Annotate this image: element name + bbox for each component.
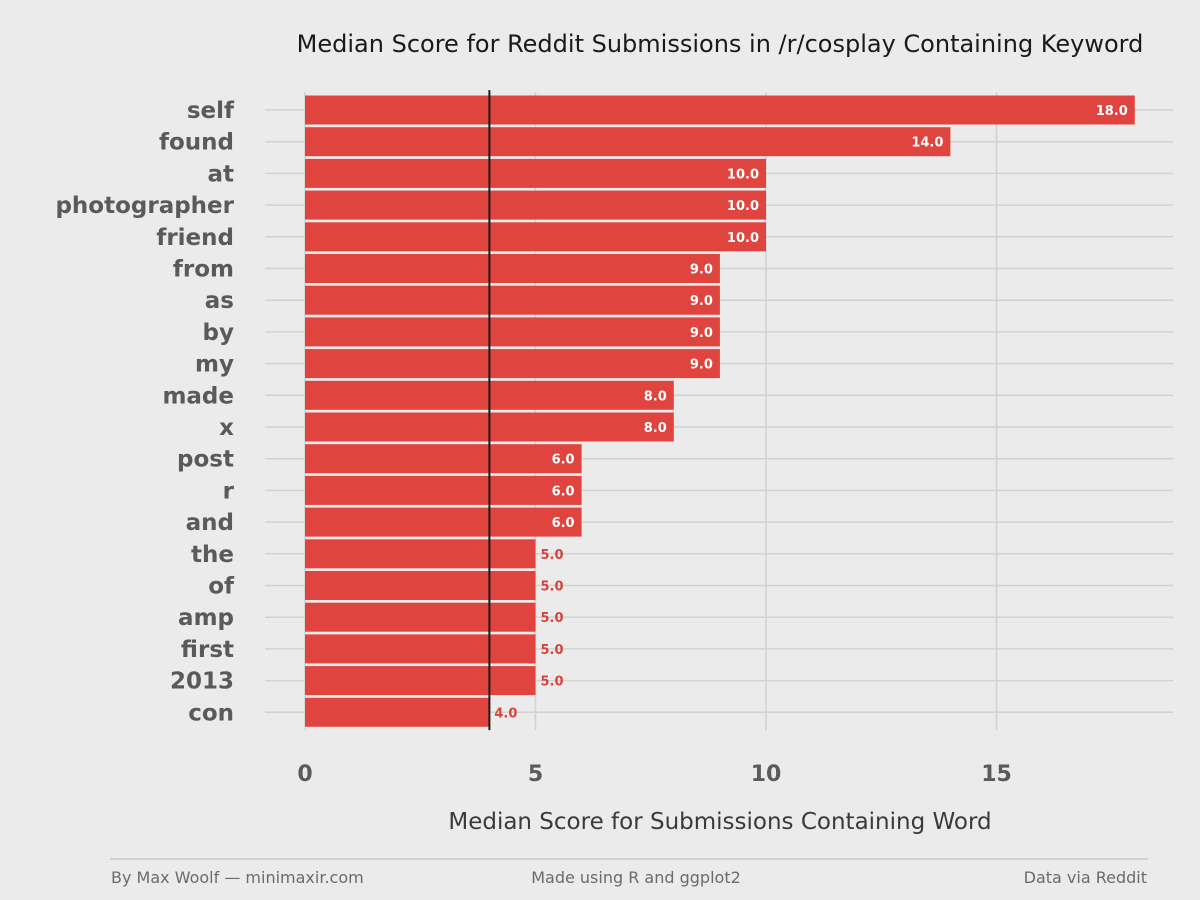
category-label: r [223, 478, 235, 504]
footer-credit: By Max Woolf — minimaxir.com [111, 868, 364, 887]
category-label: from [173, 257, 234, 283]
category-label: by [203, 320, 234, 346]
category-label: of [208, 574, 235, 600]
chart-title: Median Score for Reddit Submissions in /… [297, 30, 1144, 58]
bar-amp [305, 602, 536, 632]
bar-of [305, 571, 536, 600]
data-label: 5.0 [541, 675, 564, 690]
category-label: found [159, 130, 234, 156]
bar-by [305, 317, 720, 347]
bar-con [305, 697, 490, 727]
bar-2013 [305, 666, 536, 696]
x-tick-labels: 0 5 10 15 [297, 762, 1011, 787]
bar-post [305, 444, 582, 474]
data-label: 6.0 [552, 484, 575, 499]
bar-and [305, 507, 582, 537]
category-labels: self found at photographer friend from as by my m… [55, 98, 235, 726]
category-label: photographer [55, 193, 234, 219]
bar-the [305, 539, 536, 569]
data-label: 5.0 [541, 580, 564, 595]
x-axis-title: Median Score for Submissions Containing … [448, 809, 991, 835]
bar-friend [305, 222, 766, 252]
data-label: 10.0 [727, 231, 759, 246]
data-label: 8.0 [644, 421, 667, 436]
bar-photographer [305, 190, 766, 220]
data-label: 10.0 [727, 199, 759, 214]
bar-self [305, 95, 1135, 125]
category-label: my [195, 352, 234, 378]
bar-from [305, 254, 720, 283]
category-label: the [191, 542, 234, 568]
category-label: made [162, 383, 234, 409]
category-label: amp [178, 605, 234, 631]
category-label: at [207, 161, 234, 187]
data-label: 18.0 [1096, 104, 1128, 119]
footer-source: Data via Reddit [1024, 868, 1147, 887]
bars: 18.0 14.0 10.0 10.0 10.0 9.0 9.0 9.0 9.0 8.0 8.0 6.… [305, 95, 1135, 727]
data-label: 14.0 [911, 136, 943, 151]
category-label: 2013 [170, 669, 234, 695]
category-label: and [186, 510, 234, 536]
bar-first [305, 634, 536, 664]
category-label: x [219, 415, 234, 441]
x-tick-label: 15 [981, 762, 1012, 787]
x-tick-label: 5 [528, 762, 543, 787]
category-label: post [177, 447, 234, 473]
data-label: 5.0 [541, 548, 564, 563]
bar-at [305, 158, 766, 188]
bar-r [305, 475, 582, 505]
x-tick-label: 0 [297, 762, 312, 787]
data-label: 9.0 [690, 263, 713, 278]
data-label: 5.0 [541, 643, 564, 658]
bar-found [305, 127, 951, 157]
category-label: as [205, 288, 234, 314]
data-label: 6.0 [552, 453, 575, 468]
data-label: 10.0 [727, 167, 759, 182]
footer-tools: Made using R and ggplot2 [531, 868, 741, 887]
data-label: 6.0 [552, 516, 575, 531]
category-label: first [181, 637, 234, 663]
data-label: 9.0 [690, 294, 713, 309]
bar-my [305, 349, 720, 379]
data-label: 4.0 [494, 706, 517, 721]
x-tick-label: 10 [751, 762, 782, 787]
category-label: friend [156, 225, 234, 251]
data-label: 5.0 [541, 611, 564, 626]
category-label: self [187, 98, 235, 124]
bar-as [305, 285, 720, 315]
data-label: 9.0 [690, 326, 713, 341]
data-label: 8.0 [644, 389, 667, 404]
data-label: 9.0 [690, 358, 713, 373]
category-label: con [188, 700, 234, 726]
